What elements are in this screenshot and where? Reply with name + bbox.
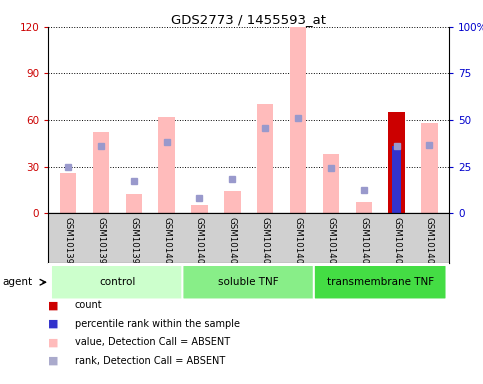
Bar — [388, 112, 405, 213]
FancyBboxPatch shape — [183, 265, 315, 300]
Text: GSM101408: GSM101408 — [294, 217, 302, 270]
Bar — [421, 123, 438, 213]
Text: GSM101403: GSM101403 — [392, 217, 401, 270]
Text: value, Detection Call = ABSENT: value, Detection Call = ABSENT — [75, 337, 230, 347]
Text: ■: ■ — [48, 337, 59, 347]
Bar — [392, 146, 401, 213]
Text: GSM101407: GSM101407 — [261, 217, 270, 270]
Bar — [126, 195, 142, 213]
Bar — [93, 132, 109, 213]
Text: GSM101399: GSM101399 — [129, 217, 138, 270]
Text: ■: ■ — [48, 319, 59, 329]
Text: count: count — [75, 300, 102, 310]
Title: GDS2773 / 1455593_at: GDS2773 / 1455593_at — [171, 13, 326, 26]
Text: rank, Detection Call = ABSENT: rank, Detection Call = ABSENT — [75, 356, 225, 366]
Text: GSM101398: GSM101398 — [97, 217, 105, 270]
Text: ■: ■ — [48, 356, 59, 366]
Bar — [257, 104, 273, 213]
Text: agent: agent — [2, 277, 32, 287]
Text: transmembrane TNF: transmembrane TNF — [327, 277, 434, 287]
Text: ■: ■ — [48, 300, 59, 310]
Text: GSM101400: GSM101400 — [162, 217, 171, 270]
FancyBboxPatch shape — [314, 265, 447, 300]
Text: GSM101406: GSM101406 — [228, 217, 237, 270]
Text: percentile rank within the sample: percentile rank within the sample — [75, 319, 240, 329]
Text: GSM101405: GSM101405 — [195, 217, 204, 270]
Bar — [355, 202, 372, 213]
Text: GSM101401: GSM101401 — [327, 217, 335, 270]
Text: GSM101397: GSM101397 — [64, 217, 72, 270]
FancyBboxPatch shape — [51, 265, 184, 300]
Text: GSM101404: GSM101404 — [425, 217, 434, 270]
Bar — [290, 27, 306, 213]
Bar — [224, 191, 241, 213]
Bar — [191, 205, 208, 213]
Bar — [323, 154, 339, 213]
Text: GSM101402: GSM101402 — [359, 217, 368, 270]
Bar — [60, 173, 76, 213]
Text: control: control — [99, 277, 136, 287]
Bar — [158, 117, 175, 213]
Text: soluble TNF: soluble TNF — [218, 277, 279, 287]
